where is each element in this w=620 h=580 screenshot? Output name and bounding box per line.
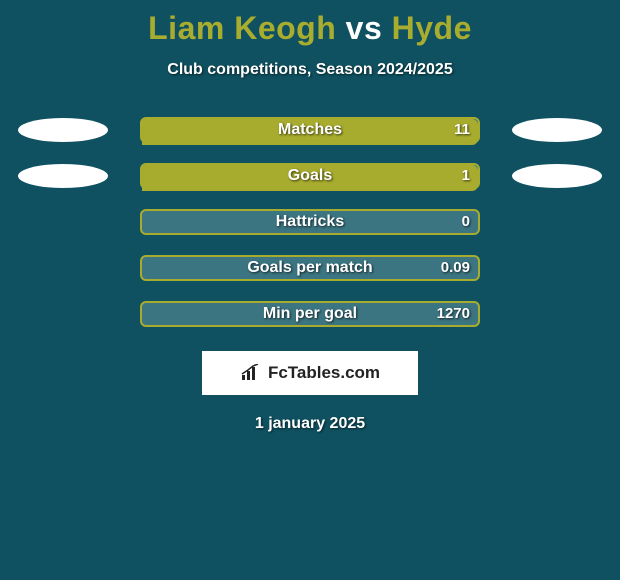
stat-row: Hattricks0	[0, 209, 620, 235]
stat-bar: Goals per match0.09	[140, 255, 480, 281]
ellipse-indicator-right	[512, 164, 602, 188]
stats-container: Matches11 Goals1 Hattricks0 Goals per match…	[0, 117, 620, 327]
title-player1: Liam Keogh	[148, 10, 336, 46]
stat-label: Goals	[142, 167, 478, 185]
brand-text: FcTables.com	[268, 363, 380, 383]
stat-bar: Goals1	[140, 163, 480, 189]
stat-row: Matches11	[0, 117, 620, 143]
ellipse-indicator-left	[18, 118, 108, 142]
stat-label: Matches	[142, 121, 478, 139]
stat-row: Min per goal1270	[0, 301, 620, 327]
stat-bar: Hattricks0	[140, 209, 480, 235]
stat-value-right: 11	[454, 121, 470, 138]
page-title: Liam Keogh vs Hyde	[0, 0, 620, 47]
stat-label: Hattricks	[142, 213, 478, 231]
stat-value-right: 0.09	[441, 259, 470, 276]
ellipse-indicator-right	[512, 118, 602, 142]
stat-label: Min per goal	[142, 305, 478, 323]
stats-card: Liam Keogh vs Hyde Club competitions, Se…	[0, 0, 620, 580]
stat-bar: Matches11	[140, 117, 480, 143]
stat-label: Goals per match	[142, 259, 478, 277]
subtitle: Club competitions, Season 2024/2025	[0, 61, 620, 79]
stat-row: Goals1	[0, 163, 620, 189]
ellipse-indicator-left	[18, 164, 108, 188]
stat-value-right: 1270	[437, 305, 470, 322]
date-text: 1 january 2025	[0, 415, 620, 433]
stat-bar: Min per goal1270	[140, 301, 480, 327]
barchart-icon	[240, 364, 262, 382]
stat-row: Goals per match0.09	[0, 255, 620, 281]
title-player2: Hyde	[392, 10, 472, 46]
title-vs: vs	[346, 10, 383, 46]
stat-value-right: 0	[462, 213, 470, 230]
brand-box: FcTables.com	[202, 351, 418, 395]
stat-value-right: 1	[462, 167, 470, 184]
